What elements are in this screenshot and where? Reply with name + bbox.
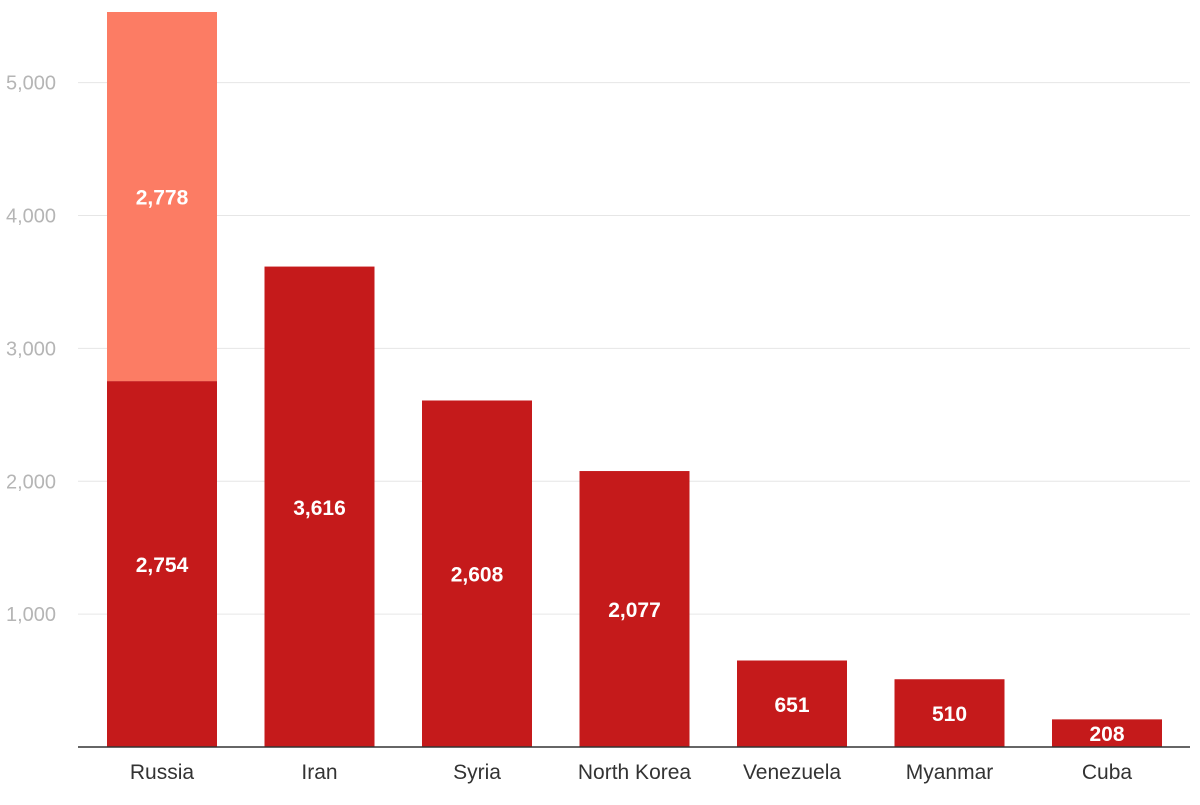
data-label: 510 bbox=[932, 703, 967, 726]
bar-myanmar-segment-1 bbox=[894, 679, 1005, 747]
y-tick-label: 2,000 bbox=[6, 471, 56, 493]
x-tick-label: Russia bbox=[130, 761, 195, 784]
x-tick-label: Syria bbox=[453, 761, 501, 784]
data-label: 2,077 bbox=[608, 599, 661, 622]
bar-north-korea-segment-1 bbox=[579, 471, 690, 747]
data-label: 2,608 bbox=[451, 564, 504, 587]
x-tick-label: North Korea bbox=[578, 761, 692, 784]
bar-venezuela-segment-1 bbox=[737, 660, 847, 747]
bar-layer bbox=[107, 12, 1162, 747]
y-tick-label: 1,000 bbox=[6, 604, 56, 626]
data-label: 2,754 bbox=[136, 554, 189, 577]
axis-layer: 1,000 2,000 3,000 4,000 5,000 Russia Iran Syria… bbox=[6, 73, 1190, 784]
y-tick-label: 5,000 bbox=[6, 73, 56, 95]
grid-layer bbox=[78, 82, 1190, 615]
x-tick-label: Iran bbox=[301, 761, 337, 784]
bar-syria-segment-1 bbox=[422, 400, 532, 747]
y-tick-label: 3,000 bbox=[6, 338, 56, 360]
label-layer: 2,754 3,616 2,608 2,077 651 510 208 2,778 bbox=[136, 187, 1125, 747]
bar-russia-segment-2 bbox=[107, 12, 217, 382]
bar-iran-segment-1 bbox=[264, 266, 375, 747]
x-tick-label: Cuba bbox=[1082, 761, 1133, 784]
x-tick-label: Myanmar bbox=[906, 761, 994, 784]
data-label: 3,616 bbox=[293, 497, 346, 520]
data-label: 208 bbox=[1089, 723, 1124, 746]
bar-cuba-segment-1 bbox=[1052, 719, 1162, 747]
bar-russia-segment-1 bbox=[107, 381, 217, 747]
x-tick-label: Venezuela bbox=[743, 761, 841, 784]
data-label: 2,778 bbox=[136, 187, 189, 210]
data-label: 651 bbox=[774, 694, 809, 717]
y-tick-label: 4,000 bbox=[6, 206, 56, 228]
